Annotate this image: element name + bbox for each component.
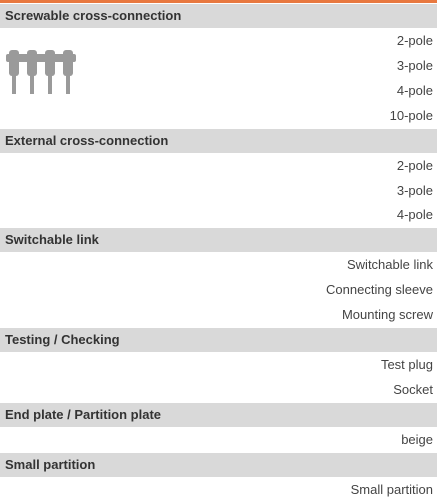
connector-icon bbox=[6, 50, 76, 94]
item: 3-pole bbox=[396, 182, 433, 198]
section-title: Screwable cross-connection bbox=[0, 4, 437, 28]
section-title: External cross-connection bbox=[0, 128, 437, 153]
item: Small partition bbox=[350, 481, 433, 497]
item: Switchable link bbox=[347, 257, 433, 273]
item: beige bbox=[401, 432, 433, 448]
item: 2-pole bbox=[396, 32, 433, 48]
item: 2-pole bbox=[396, 157, 433, 173]
item: 3-pole bbox=[396, 57, 433, 73]
section-title: Small partition bbox=[0, 452, 437, 477]
item: 4-pole bbox=[396, 82, 433, 98]
item: Mounting screw bbox=[341, 307, 433, 323]
item: Socket bbox=[393, 382, 433, 398]
section-title: End plate / Partition plate bbox=[0, 403, 437, 428]
section-title: Testing / Checking bbox=[0, 328, 437, 353]
item: Connecting sleeve bbox=[326, 282, 433, 298]
section-title: Switchable link bbox=[0, 228, 437, 253]
item: Test plug bbox=[380, 357, 433, 373]
item: 4-pole bbox=[396, 207, 433, 223]
item: 10-pole bbox=[389, 107, 433, 123]
